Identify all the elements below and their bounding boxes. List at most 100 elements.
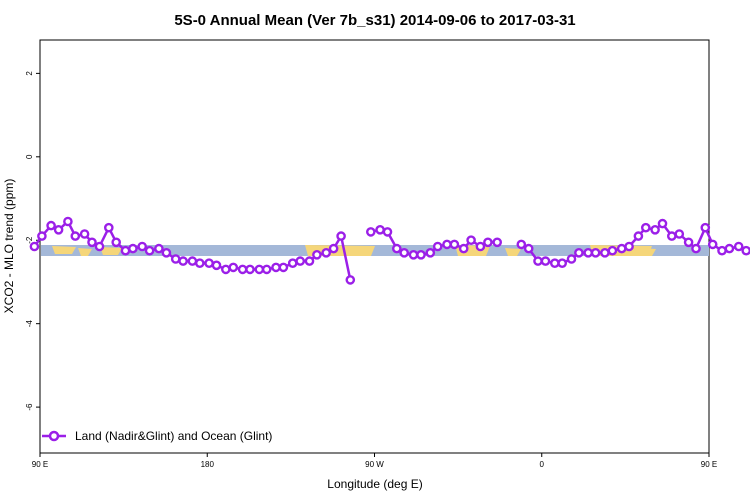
- data-point: [616, 243, 627, 254]
- data-point: [271, 262, 281, 273]
- data-point: [104, 222, 114, 233]
- data-point: [425, 247, 436, 258]
- data-point: [540, 256, 551, 266]
- data-point: [458, 243, 469, 254]
- data-point: [228, 262, 239, 273]
- data-point: [590, 247, 601, 258]
- data-point: [624, 241, 634, 252]
- x-tick-label: 90 W: [365, 460, 384, 469]
- x-axis-label: Longitude (deg E): [327, 477, 422, 491]
- data-point: [416, 249, 426, 260]
- data-point: [245, 264, 255, 275]
- data-point: [733, 241, 744, 252]
- y-tick-label: -2: [25, 236, 34, 244]
- land-patch: [52, 246, 76, 254]
- y-tick-label: 2: [25, 71, 34, 76]
- data-point: [674, 229, 685, 239]
- data-point: [161, 247, 172, 258]
- data-point: [683, 237, 694, 248]
- data-point: [128, 243, 138, 254]
- data-point: [304, 256, 315, 266]
- data-point: [37, 231, 47, 241]
- data-point: [211, 260, 222, 271]
- data-point: [154, 243, 164, 254]
- data-point: [312, 249, 322, 260]
- data-point: [53, 224, 64, 235]
- data-point: [408, 249, 419, 260]
- data-point: [533, 256, 543, 266]
- data-point: [557, 258, 568, 269]
- data-point: [254, 264, 265, 275]
- data-point: [633, 231, 644, 241]
- data-point: [120, 245, 131, 256]
- data-point: [466, 235, 476, 245]
- data-point: [607, 245, 618, 256]
- data-point: [261, 264, 272, 275]
- legend-marker: [48, 430, 60, 442]
- data-point: [449, 239, 460, 250]
- data-point: [382, 227, 393, 237]
- data-point: [574, 247, 584, 258]
- data-point: [170, 254, 181, 264]
- data-point: [237, 264, 248, 275]
- data-point: [566, 254, 577, 264]
- data-point: [220, 264, 231, 275]
- data-point: [516, 239, 527, 250]
- legend: Land (Nadir&Glint) and Ocean (Glint): [42, 429, 272, 443]
- data-point: [707, 239, 718, 250]
- data-point: [600, 247, 610, 258]
- land-patch: [640, 248, 656, 256]
- x-tick-label: 180: [201, 460, 215, 469]
- data-point: [287, 258, 298, 269]
- data-point: [475, 241, 486, 252]
- data-point: [178, 256, 188, 266]
- data-point: [29, 241, 40, 252]
- data-point: [144, 245, 155, 256]
- series-line: [370, 228, 498, 257]
- data-point: [691, 243, 701, 254]
- data-point: [492, 237, 503, 248]
- land-patch: [505, 248, 521, 256]
- data-point: [391, 243, 402, 254]
- data-point: [641, 222, 651, 233]
- x-tick-label: 90 E: [701, 460, 717, 469]
- data-point: [717, 245, 727, 256]
- data-point: [79, 229, 90, 239]
- x-tick-label: 90 E: [32, 460, 48, 469]
- data-point: [650, 224, 660, 235]
- data-point: [724, 243, 735, 254]
- data-point: [328, 243, 339, 254]
- y-axis-label: XCO2 - MLO trend (ppm): [2, 179, 16, 314]
- data-point: [204, 258, 214, 269]
- chart-title: 5S-0 Annual Mean (Ver 7b_s31) 2014-09-06…: [174, 12, 575, 29]
- data-point: [63, 216, 73, 227]
- data-point: [321, 247, 332, 258]
- data-point: [399, 247, 410, 258]
- data-point: [87, 237, 97, 248]
- data-point: [375, 224, 385, 235]
- data-point: [442, 239, 452, 250]
- data-point: [94, 241, 105, 252]
- data-point: [432, 241, 443, 252]
- data-point: [365, 227, 376, 237]
- x-tick-label: 0: [540, 460, 545, 469]
- data-point: [111, 237, 121, 248]
- x-axis: 90 E 180 90 W 0 90 E: [32, 453, 717, 469]
- data-point: [583, 247, 594, 258]
- data-point: [295, 256, 306, 266]
- data-point: [70, 231, 81, 241]
- series-layer: [29, 216, 750, 285]
- data-point: [523, 243, 534, 254]
- legend-label: Land (Nadir&Glint) and Ocean (Glint): [75, 429, 272, 443]
- data-point: [700, 222, 711, 233]
- y-axis: 2 0 -2 -4 -6: [25, 71, 40, 411]
- data-point: [345, 275, 356, 285]
- data-point: [46, 220, 56, 231]
- data-point: [667, 231, 677, 241]
- data-point: [187, 256, 198, 266]
- data-point: [741, 245, 750, 256]
- data-point: [483, 237, 493, 248]
- y-tick-label: -4: [25, 320, 34, 328]
- data-point: [194, 258, 205, 269]
